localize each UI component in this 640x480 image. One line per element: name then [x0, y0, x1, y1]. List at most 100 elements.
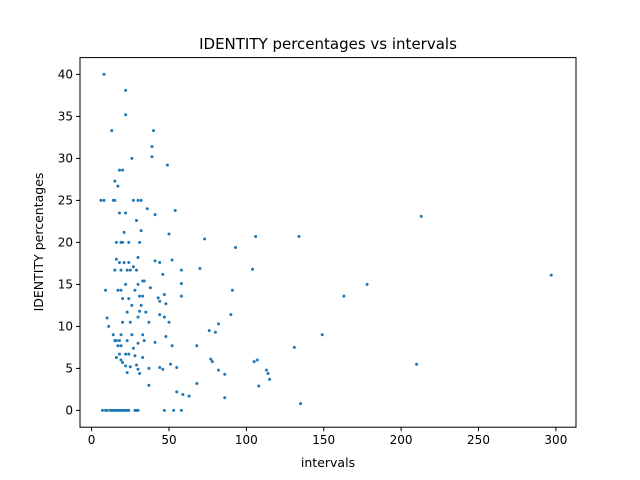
- data-point: [173, 208, 177, 212]
- data-point: [162, 292, 166, 296]
- data-point: [116, 344, 120, 348]
- data-point: [165, 163, 169, 167]
- points-layer: [99, 72, 553, 412]
- data-point: [175, 366, 179, 370]
- data-point: [145, 207, 149, 211]
- data-point: [138, 371, 142, 375]
- data-point: [161, 367, 165, 371]
- data-point: [124, 282, 128, 286]
- data-point: [147, 383, 151, 387]
- data-point: [251, 267, 255, 271]
- data-point: [124, 113, 128, 117]
- data-point: [119, 288, 123, 292]
- data-point: [234, 245, 238, 249]
- data-point: [136, 282, 140, 286]
- ticks-layer: 0 50 100 150 200 250 300 0 5 10 15 20 25 30 35 40: [58, 67, 568, 447]
- y-tick-label: 10: [58, 319, 73, 333]
- x-tick-label: 300: [544, 433, 567, 447]
- data-point: [175, 390, 179, 394]
- data-point: [150, 155, 154, 159]
- data-point: [164, 334, 168, 338]
- data-point: [124, 211, 128, 215]
- data-point: [105, 408, 109, 412]
- data-point: [117, 211, 121, 215]
- data-point: [100, 408, 104, 412]
- data-point: [179, 294, 183, 298]
- data-point: [254, 235, 258, 239]
- data-point: [147, 320, 151, 324]
- data-point: [172, 408, 176, 412]
- data-point: [124, 352, 128, 356]
- data-point: [158, 366, 162, 370]
- data-point: [179, 408, 183, 412]
- data-point: [125, 310, 129, 314]
- data-point: [127, 261, 131, 265]
- data-point: [102, 72, 106, 76]
- data-point: [170, 344, 174, 348]
- data-point: [223, 396, 227, 400]
- data-point: [268, 377, 272, 381]
- x-tick-label: 150: [312, 433, 335, 447]
- data-point: [195, 382, 199, 386]
- x-tick-label: 100: [235, 433, 258, 447]
- data-point: [179, 268, 183, 272]
- data-point: [167, 320, 171, 324]
- data-point: [266, 371, 270, 375]
- data-point: [252, 360, 256, 364]
- data-point: [264, 368, 268, 372]
- data-point: [169, 362, 173, 366]
- data-point: [167, 232, 171, 236]
- data-point: [128, 268, 132, 272]
- data-point: [144, 310, 148, 314]
- data-point: [102, 198, 106, 202]
- data-point: [133, 354, 137, 358]
- data-point: [128, 320, 132, 324]
- y-tick-label: 30: [58, 151, 73, 165]
- data-point: [124, 364, 128, 368]
- y-tick-label: 0: [65, 403, 73, 417]
- data-point: [114, 257, 118, 261]
- data-point: [141, 333, 145, 337]
- data-point: [297, 235, 301, 239]
- data-point: [141, 355, 145, 359]
- x-tick-label: 250: [467, 433, 490, 447]
- data-point: [104, 288, 108, 292]
- data-point: [130, 156, 134, 160]
- data-point: [119, 268, 123, 272]
- data-point: [299, 402, 303, 406]
- data-point: [415, 362, 419, 366]
- data-point: [133, 288, 137, 292]
- data-point: [217, 368, 221, 372]
- data-point: [181, 392, 185, 396]
- data-point: [121, 320, 125, 324]
- y-tick-label: 5: [65, 361, 73, 375]
- data-point: [116, 184, 120, 188]
- data-point: [161, 272, 165, 276]
- data-point: [114, 355, 118, 359]
- data-point: [128, 365, 132, 369]
- data-point: [365, 282, 369, 286]
- data-point: [119, 344, 123, 348]
- data-point: [113, 179, 117, 183]
- data-point: [130, 303, 134, 307]
- data-point: [158, 261, 162, 265]
- data-point: [207, 329, 211, 333]
- data-point: [136, 198, 140, 202]
- data-point: [147, 366, 151, 370]
- data-point: [292, 345, 296, 349]
- data-point: [198, 266, 202, 270]
- data-point: [107, 324, 111, 328]
- data-point: [116, 288, 120, 292]
- data-point: [121, 168, 125, 172]
- y-tick-label: 25: [58, 193, 73, 207]
- data-point: [158, 313, 162, 317]
- chart-title: IDENTITY percentages vs intervals: [199, 35, 457, 53]
- data-point: [229, 313, 233, 317]
- data-point: [134, 219, 138, 223]
- data-point: [187, 394, 191, 398]
- data-point: [127, 352, 131, 356]
- data-point: [195, 344, 199, 348]
- data-point: [164, 302, 168, 306]
- data-point: [152, 129, 156, 133]
